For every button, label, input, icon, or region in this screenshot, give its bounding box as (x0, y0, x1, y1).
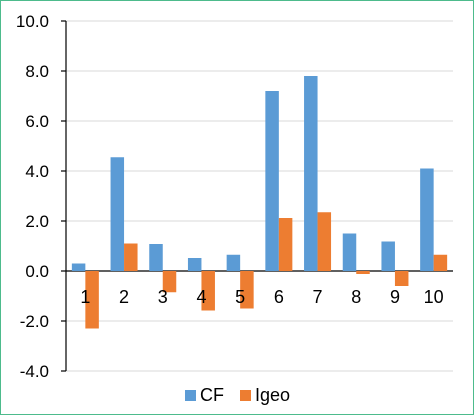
bar-igeo-10 (433, 254, 448, 271)
bar-igeo-9 (394, 271, 409, 286)
y-tick-label: 2.0 (25, 212, 49, 231)
x-tick-label: 1 (80, 287, 90, 307)
bar-igeo-2 (124, 243, 138, 271)
legend-label-cf: CF (200, 385, 224, 405)
bar-cf-2 (110, 157, 125, 271)
bar-cf-4 (187, 258, 202, 271)
x-tick-label: 10 (424, 287, 444, 307)
x-tick-label: 4 (196, 287, 206, 307)
bar-igeo-7 (317, 212, 332, 271)
x-tick-label: 8 (351, 287, 361, 307)
bar-igeo-6 (278, 218, 293, 271)
legend-swatch-igeo (240, 390, 251, 401)
bar-cf-10 (420, 168, 434, 271)
y-tick-label: 4.0 (25, 162, 49, 181)
legend: CF Igeo (185, 385, 290, 405)
bar-igeo-5 (240, 271, 254, 309)
x-tick-label: 6 (274, 287, 284, 307)
x-tick-label: 3 (158, 287, 168, 307)
x-tick-label: 2 (119, 287, 129, 307)
bar-igeo-4 (201, 271, 215, 311)
x-tick-label: 9 (390, 287, 400, 307)
legend-swatch-cf (185, 390, 196, 401)
tick-labels: -4.0 -2.0 0.0 2.0 4.0 6.0 8.0 10.0 1 2 3 4 5 6 7 8 9 10 (16, 12, 444, 381)
bar-cf-8 (342, 233, 357, 271)
legend-label-igeo: Igeo (255, 385, 290, 405)
bar-cf-1 (71, 263, 86, 271)
y-tick-label: 0.0 (25, 262, 49, 281)
x-tick-label: 7 (313, 287, 323, 307)
gridlines (66, 20, 453, 372)
y-tick-label: 8.0 (25, 62, 49, 81)
y-tick-label: 10.0 (16, 12, 49, 31)
bar-cf-7 (304, 76, 318, 271)
bar-cf-5 (226, 254, 241, 271)
y-tick-label: 6.0 (25, 112, 49, 131)
bar-igeo-3 (162, 271, 177, 293)
bar-igeo-1 (85, 271, 99, 329)
bar-cf-9 (381, 241, 395, 271)
bars (71, 76, 448, 329)
y-tick-label: -2.0 (20, 312, 49, 331)
y-tick-label: -4.0 (20, 362, 49, 381)
bar-cf-3 (149, 244, 163, 271)
x-tick-label: 5 (235, 287, 245, 307)
bar-cf-6 (265, 91, 279, 271)
bar-igeo-8 (356, 271, 370, 274)
